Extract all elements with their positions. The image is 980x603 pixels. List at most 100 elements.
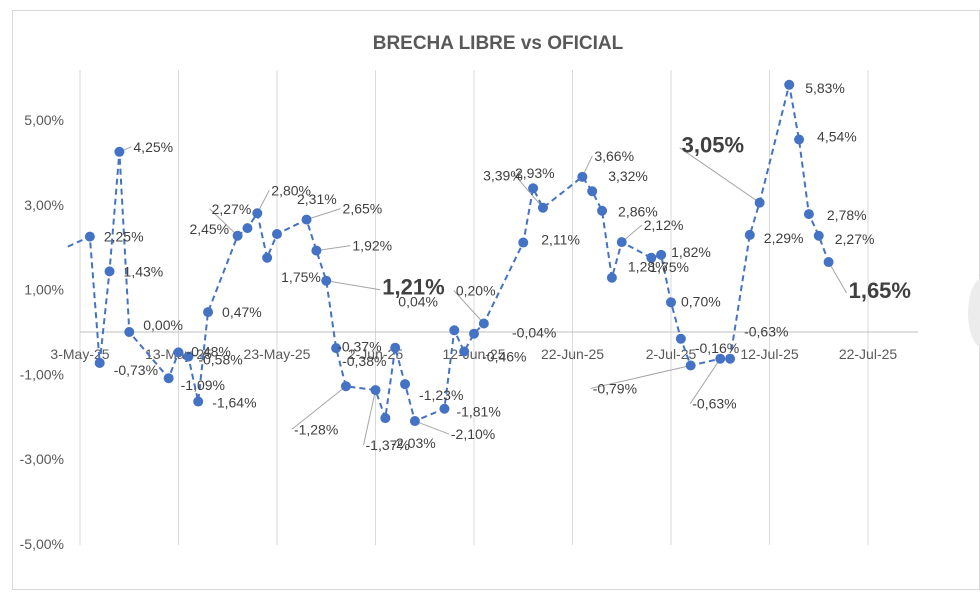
data-label: -1,81%	[456, 404, 500, 420]
data-label: -1,64%	[212, 395, 256, 411]
data-point	[528, 183, 539, 194]
data-point	[469, 328, 479, 339]
data-point	[518, 237, 529, 248]
data-label: 2,29%	[764, 230, 804, 246]
data-point	[232, 230, 243, 241]
data-point	[331, 343, 342, 354]
data-point	[784, 79, 795, 90]
data-label: 2,27%	[212, 201, 252, 217]
data-point	[725, 353, 736, 364]
data-label: 1,65%	[849, 278, 911, 303]
data-point	[124, 327, 135, 337]
leader-lines	[119, 146, 848, 446]
leader-line	[306, 208, 341, 221]
data-label: -1,09%	[181, 377, 225, 393]
data-label: 4,25%	[133, 139, 173, 155]
data-label: 2,27%	[835, 231, 875, 247]
data-label: 2,86%	[618, 204, 658, 220]
data-label: 1,28%	[628, 259, 668, 275]
data-point	[311, 245, 322, 256]
data-point	[744, 229, 755, 240]
leader-line	[828, 261, 848, 294]
x-tick-label: 12-Jul-25	[740, 346, 799, 362]
data-point	[400, 379, 411, 390]
data-point	[301, 214, 312, 225]
data-point	[409, 416, 420, 427]
data-point	[666, 297, 676, 308]
y-tick-label: 1,00%	[24, 282, 64, 298]
data-label: 3,05%	[682, 133, 744, 158]
x-tick-label: 23-May-25	[244, 346, 311, 362]
data-label: 0,70%	[681, 293, 721, 309]
data-point	[587, 186, 598, 197]
data-point	[84, 231, 95, 242]
data-label: -0,16%	[695, 340, 739, 356]
data-label: 1,75%	[649, 259, 689, 275]
data-point	[380, 413, 391, 424]
leader-line	[414, 420, 450, 435]
data-label: 2,12%	[644, 217, 684, 233]
data-label: 2,93%	[515, 165, 555, 181]
data-label: 3,66%	[594, 148, 634, 164]
data-point	[794, 134, 805, 145]
data-point	[606, 272, 617, 283]
data-label: -0,38%	[342, 353, 386, 369]
data-point	[321, 275, 332, 286]
data-point	[370, 385, 381, 396]
leader-line	[316, 245, 351, 252]
data-label: 2,78%	[827, 207, 867, 223]
data-point	[656, 249, 667, 260]
data-label: 2,31%	[297, 191, 337, 207]
data-point	[537, 202, 548, 213]
data-label: 3,32%	[608, 168, 648, 184]
data-label: 2,11%	[541, 232, 580, 248]
x-tick-label: 12-Jun-25	[442, 346, 505, 362]
y-tick-label: -3,00%	[20, 451, 64, 467]
data-point	[616, 237, 627, 248]
data-point	[340, 381, 351, 392]
data-label: 0,00%	[143, 317, 183, 333]
data-point	[242, 223, 253, 234]
data-label: -0,63%	[744, 324, 788, 340]
data-point	[715, 353, 726, 364]
data-label: 0,20%	[456, 283, 496, 299]
data-point	[163, 373, 174, 384]
data-label: 3,39%	[483, 167, 523, 183]
y-tick-label: -5,00%	[20, 536, 64, 552]
leader-line	[291, 385, 347, 430]
data-label: -2,10%	[451, 426, 495, 442]
data-point	[478, 318, 489, 329]
data-label: -0,04%	[512, 325, 556, 341]
data-label: 2,80%	[271, 182, 311, 198]
data-point	[203, 307, 214, 318]
data-point	[183, 351, 194, 362]
data-point	[675, 333, 686, 344]
y-tick-label: 3,00%	[24, 197, 64, 213]
data-label: 1,82%	[671, 244, 711, 260]
data-point	[193, 396, 204, 407]
data-point	[104, 266, 115, 277]
data-point	[803, 209, 814, 220]
data-point	[439, 403, 450, 414]
x-tick-label: 22-Jun-25	[541, 346, 604, 362]
x-tick-label: 3-May-25	[50, 346, 109, 362]
data-point	[685, 360, 696, 371]
data-label: -0,63%	[692, 396, 736, 412]
data-label: 2,25%	[104, 229, 144, 245]
data-points	[84, 79, 834, 427]
data-label: -0,73%	[114, 362, 158, 378]
data-label: 1,21%	[382, 275, 444, 300]
data-point	[390, 342, 401, 353]
data-label: -0,58%	[198, 352, 242, 368]
leader-line	[590, 365, 691, 389]
axes: 5,00% 3,00% 1,00% -1,00% -3,00% -5,00% 3-May-2…	[20, 70, 918, 552]
leader-line	[679, 147, 760, 204]
data-label: -2,03%	[391, 435, 435, 451]
leader-line	[453, 290, 485, 324]
data-label: -1,28%	[294, 421, 338, 437]
data-point	[114, 146, 125, 157]
data-labels: 2,25%-0,73%1,43%4,25%0,00%-1,09%-0,48%-0…	[104, 80, 911, 453]
data-label: -0,48%	[187, 343, 231, 359]
y-tick-label: 5,00%	[24, 112, 64, 128]
